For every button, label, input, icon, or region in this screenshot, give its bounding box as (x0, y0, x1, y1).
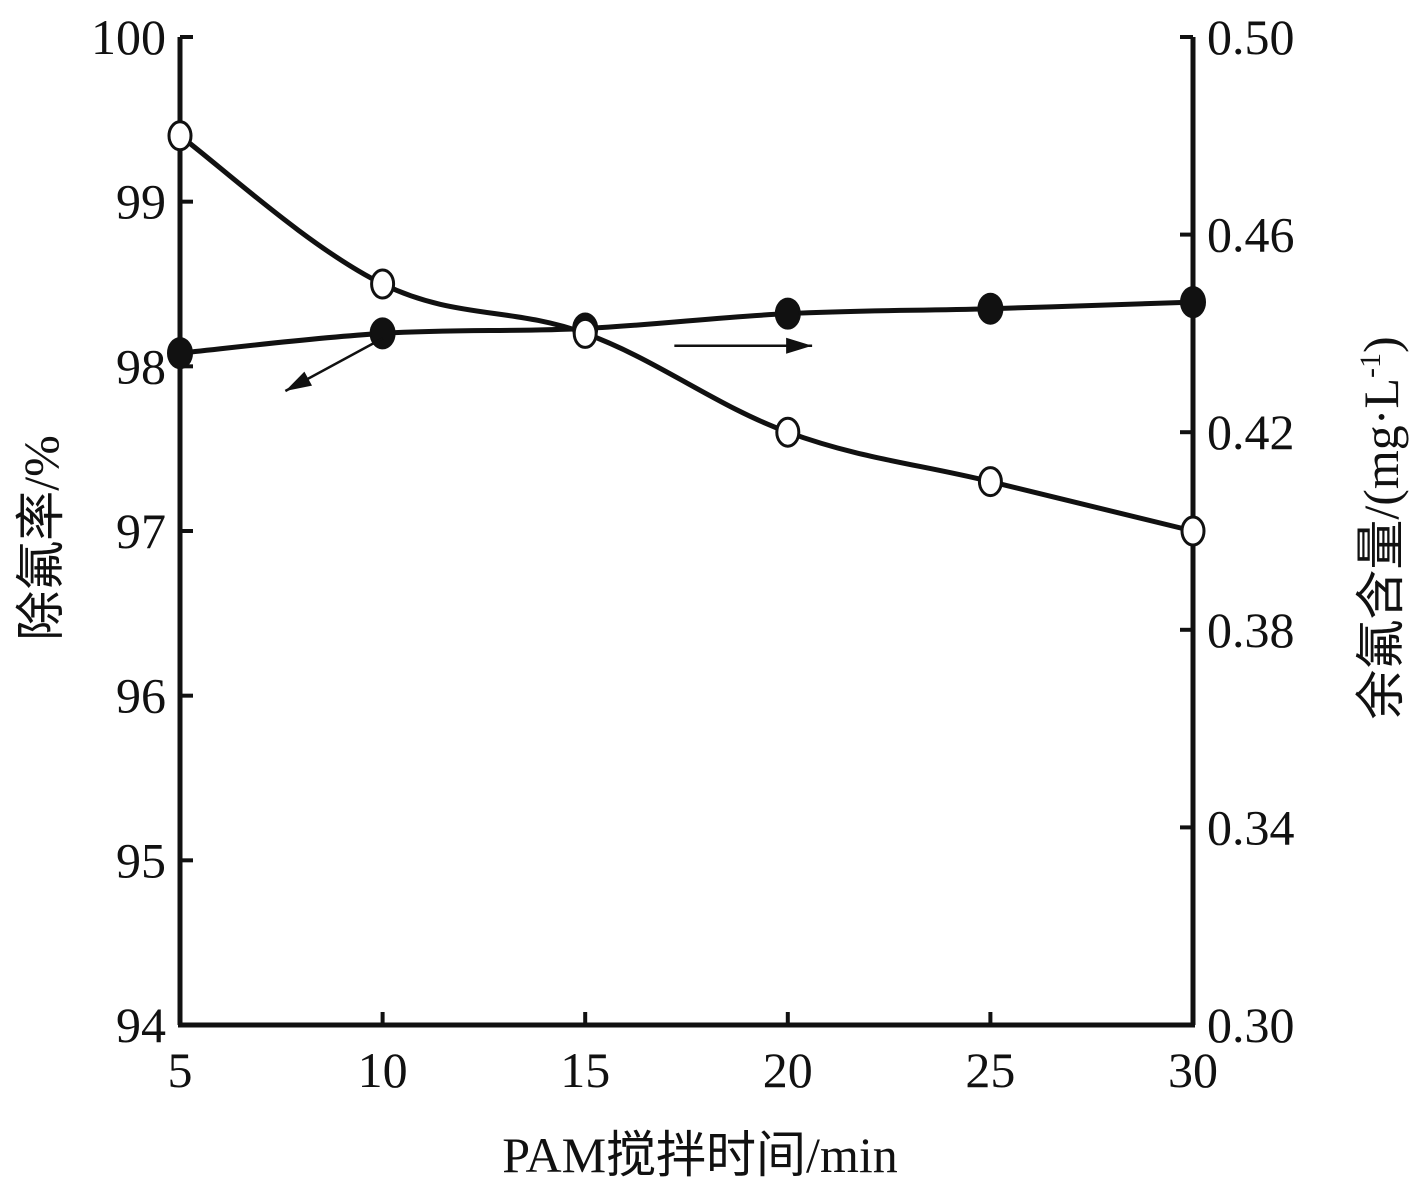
removal-rate-point (167, 337, 193, 370)
residual-fluoride-point (1180, 515, 1206, 547)
x-axis-title: PAM搅拌时间/min (502, 1127, 897, 1181)
y-left-tick-label: 94 (116, 997, 166, 1053)
axes (177, 37, 1196, 1028)
y-right-axis-title-main: 余氟含量/(mg·L (1353, 378, 1409, 720)
removal-rate-line (179, 299, 1194, 356)
x-tick-label: 5 (168, 1042, 193, 1098)
y-left-tick-label: 96 (116, 668, 166, 724)
y-right-axis-title-close: ) (1353, 336, 1409, 353)
y-right-axis-title-sup: -1 (1354, 353, 1387, 378)
y-left-axis-title: 除氟率/% (13, 435, 69, 641)
y-right-tick-label: 0.46 (1207, 207, 1295, 263)
series-lines (178, 133, 1194, 534)
y-left-tick-label: 98 (116, 338, 166, 394)
markers (167, 120, 1206, 547)
x-tick-label: 10 (358, 1042, 408, 1098)
residual-fluoride-line (178, 133, 1194, 534)
y-right-tick-label: 0.30 (1207, 997, 1295, 1053)
y-left-tick-label: 97 (116, 503, 166, 559)
residual-fluoride-point (572, 317, 598, 349)
residual-fluoride-point (775, 416, 801, 448)
x-tick-label: 25 (965, 1042, 1015, 1098)
arrow-to-right-axis-head (786, 337, 813, 354)
removal-rate-point (774, 297, 801, 330)
y-right-tick-label: 0.34 (1207, 799, 1295, 855)
x-tick-label: 15 (560, 1042, 610, 1098)
y-right-axis-title: 余氟含量/(mg·L-1) (1353, 336, 1409, 719)
removal-rate-point (1180, 286, 1206, 319)
x-tick-label: 30 (1168, 1042, 1218, 1098)
y-left-tick-label: 95 (116, 832, 166, 888)
y-left-tick-label: 99 (116, 174, 166, 230)
ticks: 5 10 15 20 25 30 94 95 96 97 98 99 100 0.30 0.34 0.38 0.… (91, 9, 1295, 1098)
removal-rate-point (977, 292, 1004, 325)
annotations (284, 337, 813, 393)
y-left-tick-label: 100 (91, 9, 166, 65)
y-right-tick-label: 0.50 (1207, 9, 1295, 65)
residual-fluoride-point (370, 268, 396, 300)
y-right-tick-label: 0.38 (1207, 602, 1295, 658)
arrow-to-left-axis-head (285, 371, 313, 392)
residual-fluoride-point (167, 120, 193, 152)
x-tick-label: 20 (763, 1042, 813, 1098)
residual-fluoride-point (977, 466, 1003, 498)
y-right-tick-label: 0.42 (1207, 404, 1295, 460)
